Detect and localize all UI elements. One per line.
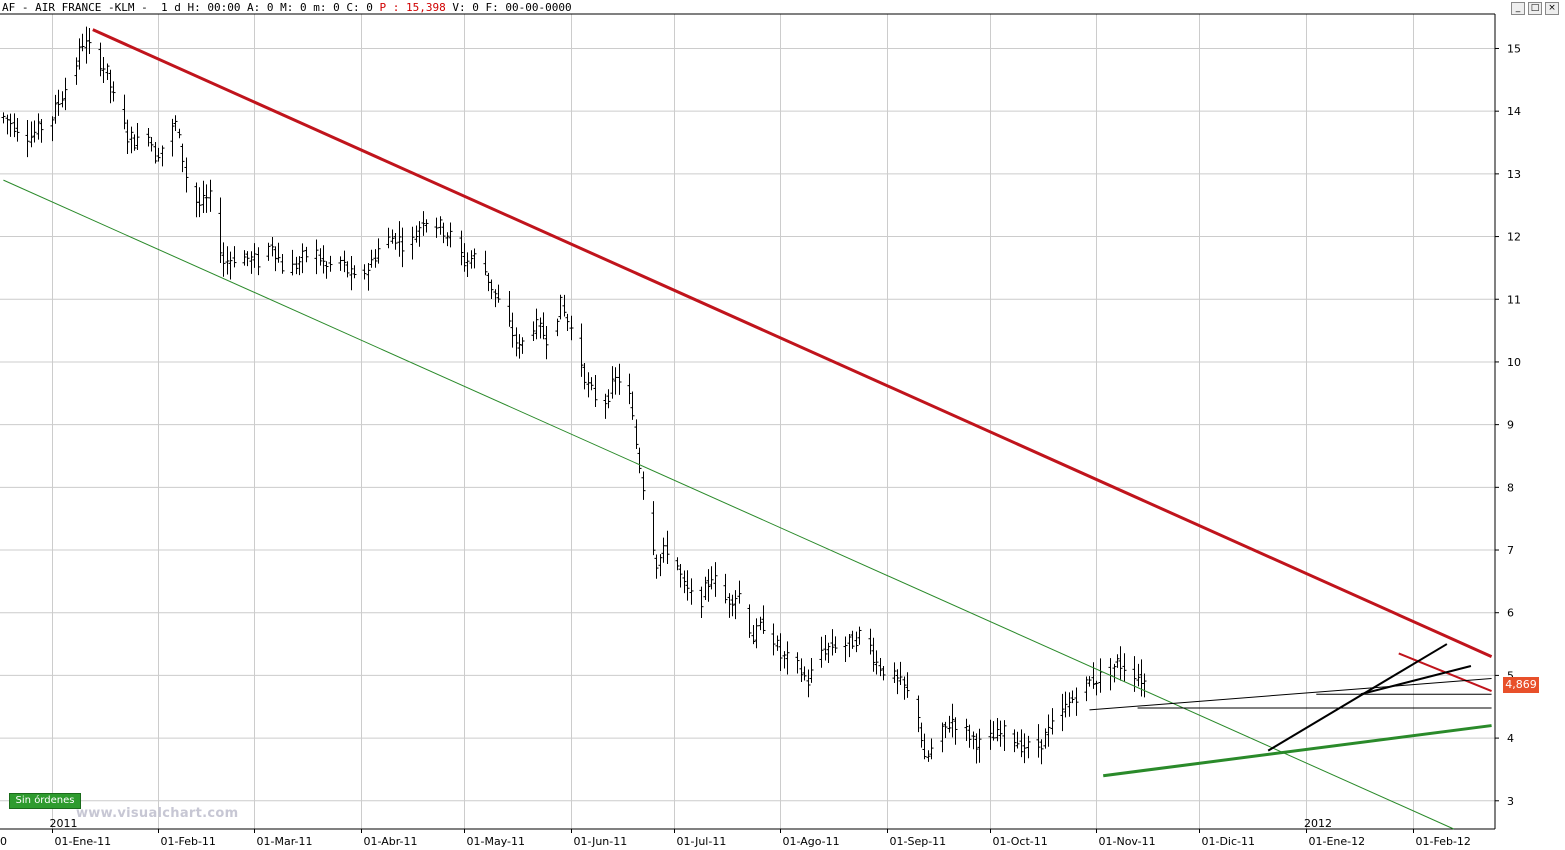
trendline-lower-green-channel (3, 179, 1454, 830)
y-tick-label: 13 (1507, 168, 1521, 181)
y-tick-label: 6 (1507, 607, 1514, 620)
orders-status-badge[interactable]: Sin órdenes (9, 793, 81, 809)
trendline-rising-black-steep (1267, 643, 1448, 752)
x-tick-label: 01-Mar-11 (257, 835, 313, 848)
x-tick-label: 01-Oct-11 (993, 835, 1048, 848)
x-edge-label: 0 (0, 835, 7, 848)
chart-info-bar: AF - AIR FRANCE -KLM - 1 d H: 00:00 A: 0… (2, 1, 572, 14)
trendline-bottom-green-support (1103, 724, 1492, 778)
watermark: www.visualchart.com (76, 806, 239, 821)
y-tick-label: 9 (1507, 419, 1514, 432)
last-price-tag: 4,869 (1503, 677, 1539, 693)
y-tick-label: 14 (1507, 105, 1521, 118)
maximize-button[interactable]: □ (1528, 2, 1542, 15)
minimize-button[interactable]: _ (1511, 2, 1525, 15)
trendline-rising-black-thin (1089, 678, 1492, 711)
plot-area (0, 14, 1495, 829)
x-tick-label: 01-Dic-11 (1202, 835, 1256, 848)
trendline-upper-red-channel (92, 28, 1493, 658)
y-tick-label: 7 (1507, 544, 1514, 557)
year-label: 2012 (1304, 817, 1332, 830)
y-tick-label: 4 (1507, 732, 1514, 745)
x-tick-label: 01-Abr-11 (364, 835, 418, 848)
y-tick-label: 15 (1507, 42, 1521, 55)
y-tick-label: 11 (1507, 293, 1521, 306)
y-tick-label: 3 (1507, 795, 1514, 808)
instrument-name: AIR FRANCE -KLM (35, 1, 135, 14)
symbol: AF (2, 1, 16, 14)
y-tick-label: 12 (1507, 231, 1521, 244)
x-tick-label: 01-Feb-11 (161, 835, 216, 848)
x-tick-label: 01-Ago-11 (783, 835, 840, 848)
x-tick-label: 01-Ene-12 (1309, 835, 1366, 848)
window-buttons: _ □ × (1511, 2, 1559, 15)
info-fields-a: 1 d H: 00:00 A: 0 M: 0 m: 0 C: 0 (160, 1, 373, 14)
x-tick-label: 01-Jun-11 (574, 835, 628, 848)
info-field-price: P : 15,398 (379, 1, 446, 14)
y-tick-label: 8 (1507, 481, 1514, 494)
x-tick-label: 01-Jul-11 (677, 835, 727, 848)
year-label: 2011 (50, 817, 78, 830)
x-tick-label: 01-Nov-11 (1099, 835, 1156, 848)
y-tick-label: 5 (1507, 669, 1514, 682)
close-button[interactable]: × (1545, 2, 1559, 15)
trendline-black-short (1360, 665, 1472, 696)
info-fields-b: V: 0 F: 00-00-0000 (452, 1, 572, 14)
x-tick-label: 01-May-11 (467, 835, 525, 848)
y-tick-label: 10 (1507, 356, 1521, 369)
x-tick-label: 01-Sep-11 (890, 835, 947, 848)
x-tick-label: 01-Ene-11 (55, 835, 112, 848)
x-tick-label: 01-Feb-12 (1416, 835, 1471, 848)
